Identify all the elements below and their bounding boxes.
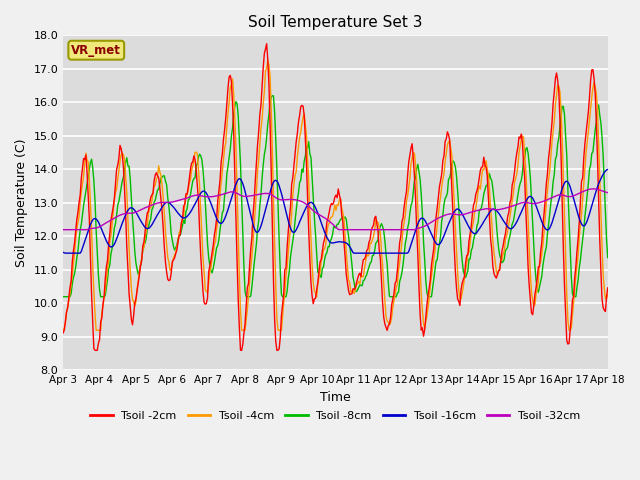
Text: VR_met: VR_met [71, 44, 121, 57]
X-axis label: Time: Time [320, 391, 351, 404]
Y-axis label: Soil Temperature (C): Soil Temperature (C) [15, 139, 28, 267]
Legend: Tsoil -2cm, Tsoil -4cm, Tsoil -8cm, Tsoil -16cm, Tsoil -32cm: Tsoil -2cm, Tsoil -4cm, Tsoil -8cm, Tsoi… [86, 406, 585, 425]
Title: Soil Temperature Set 3: Soil Temperature Set 3 [248, 15, 422, 30]
